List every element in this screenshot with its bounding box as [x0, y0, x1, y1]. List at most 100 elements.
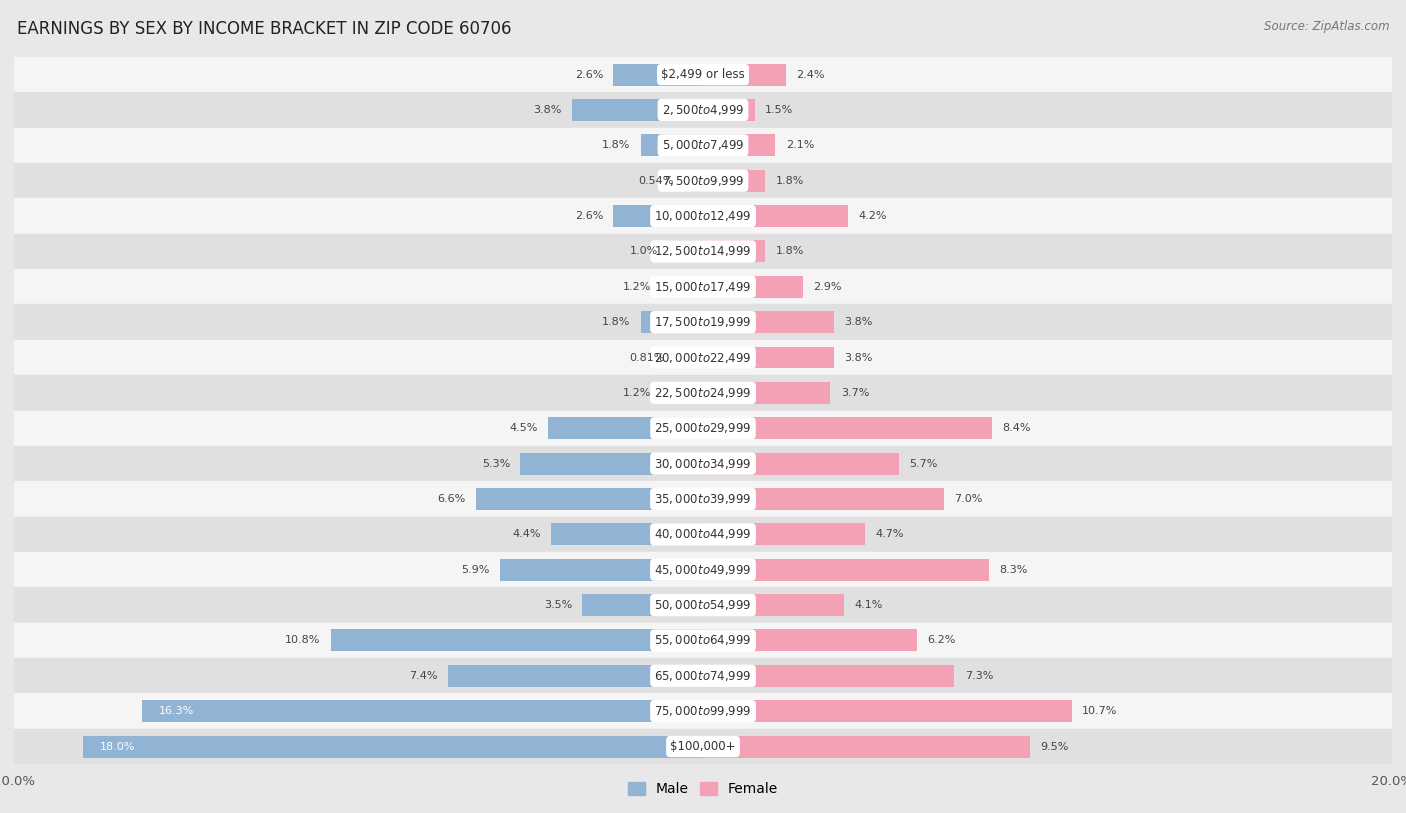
Bar: [703, 594, 844, 616]
Text: 5.9%: 5.9%: [461, 565, 489, 575]
Text: $22,500 to $24,999: $22,500 to $24,999: [654, 386, 752, 400]
Bar: [14, 446, 1392, 481]
Text: $35,000 to $39,999: $35,000 to $39,999: [654, 492, 752, 506]
Bar: [662, 276, 703, 298]
Bar: [14, 481, 1392, 517]
Bar: [703, 700, 1071, 722]
Bar: [551, 524, 703, 546]
Text: $50,000 to $54,999: $50,000 to $54,999: [654, 598, 752, 612]
Text: 3.8%: 3.8%: [844, 353, 873, 363]
Text: EARNINGS BY SEX BY INCOME BRACKET IN ZIP CODE 60706: EARNINGS BY SEX BY INCOME BRACKET IN ZIP…: [17, 20, 512, 38]
Text: 1.8%: 1.8%: [775, 176, 804, 185]
Bar: [669, 241, 703, 263]
Text: $17,500 to $19,999: $17,500 to $19,999: [654, 315, 752, 329]
Bar: [14, 623, 1392, 659]
Text: 9.5%: 9.5%: [1040, 741, 1069, 751]
Text: 7.3%: 7.3%: [965, 671, 993, 680]
Bar: [703, 488, 945, 510]
Bar: [14, 340, 1392, 375]
Text: 1.8%: 1.8%: [602, 141, 631, 150]
Bar: [14, 517, 1392, 552]
Bar: [703, 417, 993, 439]
Bar: [330, 629, 703, 651]
Text: 4.4%: 4.4%: [513, 529, 541, 539]
Text: $2,500 to $4,999: $2,500 to $4,999: [662, 103, 744, 117]
Text: 6.2%: 6.2%: [927, 636, 955, 646]
Bar: [703, 99, 755, 121]
Bar: [14, 269, 1392, 304]
Bar: [499, 559, 703, 580]
Text: 0.81%: 0.81%: [630, 353, 665, 363]
Text: Source: ZipAtlas.com: Source: ZipAtlas.com: [1264, 20, 1389, 33]
Bar: [14, 92, 1392, 128]
Bar: [548, 417, 703, 439]
Bar: [14, 729, 1392, 764]
Bar: [142, 700, 703, 722]
Text: 5.3%: 5.3%: [482, 459, 510, 468]
Bar: [449, 665, 703, 687]
Bar: [14, 552, 1392, 587]
Text: $2,499 or less: $2,499 or less: [661, 68, 745, 81]
Bar: [703, 241, 765, 263]
Bar: [14, 411, 1392, 446]
Text: $10,000 to $12,499: $10,000 to $12,499: [654, 209, 752, 223]
Bar: [703, 346, 834, 368]
Text: 7.0%: 7.0%: [955, 494, 983, 504]
Bar: [703, 134, 775, 156]
Bar: [14, 57, 1392, 92]
Bar: [662, 382, 703, 404]
Text: $7,500 to $9,999: $7,500 to $9,999: [662, 174, 744, 188]
Text: 2.4%: 2.4%: [796, 70, 824, 80]
Text: $30,000 to $34,999: $30,000 to $34,999: [654, 457, 752, 471]
Text: 1.2%: 1.2%: [623, 282, 651, 292]
Bar: [14, 198, 1392, 234]
Bar: [703, 205, 848, 227]
Text: 16.3%: 16.3%: [159, 706, 194, 716]
Bar: [83, 736, 703, 758]
Text: 1.8%: 1.8%: [775, 246, 804, 256]
Legend: Male, Female: Male, Female: [628, 782, 778, 796]
Text: 5.7%: 5.7%: [910, 459, 938, 468]
Bar: [703, 382, 831, 404]
Bar: [703, 453, 900, 475]
Text: 1.5%: 1.5%: [765, 105, 793, 115]
Bar: [703, 63, 786, 85]
Bar: [520, 453, 703, 475]
Text: $65,000 to $74,999: $65,000 to $74,999: [654, 669, 752, 683]
Bar: [572, 99, 703, 121]
Text: $75,000 to $99,999: $75,000 to $99,999: [654, 704, 752, 718]
Text: 0.54%: 0.54%: [638, 176, 673, 185]
Bar: [14, 587, 1392, 623]
Text: 4.7%: 4.7%: [875, 529, 904, 539]
Text: 8.3%: 8.3%: [1000, 565, 1028, 575]
Text: 10.8%: 10.8%: [285, 636, 321, 646]
Text: $20,000 to $22,499: $20,000 to $22,499: [654, 350, 752, 364]
Text: 2.9%: 2.9%: [813, 282, 842, 292]
Bar: [703, 311, 834, 333]
Bar: [14, 376, 1392, 411]
Text: $45,000 to $49,999: $45,000 to $49,999: [654, 563, 752, 576]
Bar: [703, 665, 955, 687]
Text: $15,000 to $17,499: $15,000 to $17,499: [654, 280, 752, 293]
Text: 7.4%: 7.4%: [409, 671, 437, 680]
Text: $5,000 to $7,499: $5,000 to $7,499: [662, 138, 744, 152]
Bar: [641, 134, 703, 156]
Bar: [703, 736, 1031, 758]
Bar: [14, 693, 1392, 729]
Text: 1.8%: 1.8%: [602, 317, 631, 327]
Bar: [14, 233, 1392, 269]
Text: 18.0%: 18.0%: [100, 741, 135, 751]
Bar: [703, 524, 865, 546]
Bar: [675, 346, 703, 368]
Text: 1.0%: 1.0%: [630, 246, 658, 256]
Text: 4.1%: 4.1%: [855, 600, 883, 610]
Text: 3.8%: 3.8%: [533, 105, 562, 115]
Text: $25,000 to $29,999: $25,000 to $29,999: [654, 421, 752, 435]
Bar: [475, 488, 703, 510]
Bar: [14, 304, 1392, 340]
Text: $12,500 to $14,999: $12,500 to $14,999: [654, 245, 752, 259]
Bar: [703, 276, 803, 298]
Bar: [14, 659, 1392, 693]
Text: 6.6%: 6.6%: [437, 494, 465, 504]
Bar: [613, 63, 703, 85]
